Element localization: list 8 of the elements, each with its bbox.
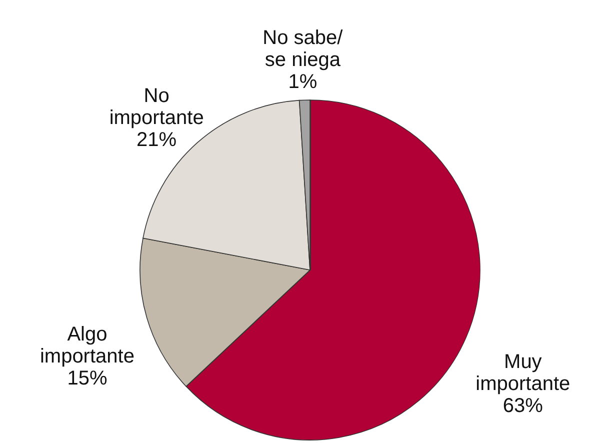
slice-label: Muy importante xyxy=(476,351,570,396)
data-label: 21% xyxy=(136,128,177,151)
data-label: 63% xyxy=(502,395,544,418)
slice-label: No importante xyxy=(109,84,204,129)
slice-label: No sabe/ se niega xyxy=(262,27,344,72)
slice-label: Algo importante xyxy=(40,324,134,368)
data-label: 15% xyxy=(67,368,108,390)
data-label: 1% xyxy=(288,71,318,94)
